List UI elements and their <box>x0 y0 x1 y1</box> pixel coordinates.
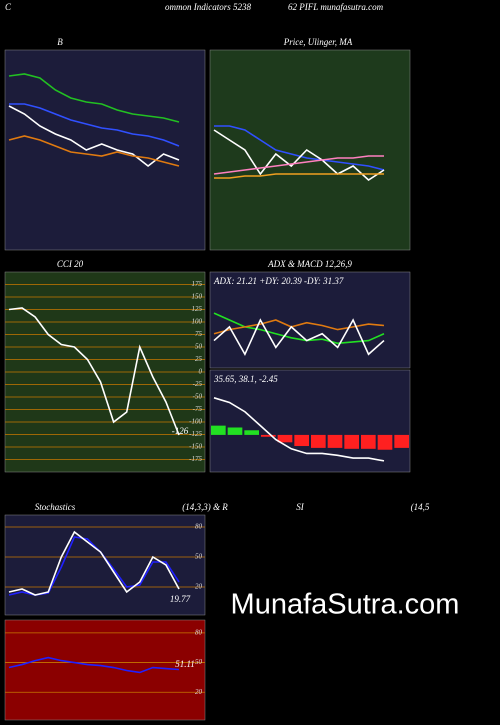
series-line <box>214 173 384 179</box>
panel-title: Stochastics <box>35 502 76 512</box>
series-line <box>9 103 180 147</box>
annotation: 51.11 <box>175 659 195 669</box>
series-line <box>8 135 180 167</box>
y-tick-label: 50 <box>195 658 203 666</box>
y-tick-label: 50 <box>195 343 203 351</box>
histogram-bar <box>327 434 343 448</box>
y-tick-label: -50 <box>193 393 203 401</box>
y-tick-label: 80 <box>195 628 203 636</box>
series-line <box>214 125 385 171</box>
series-line <box>213 397 385 462</box>
panel-title: CCI 20 <box>57 259 84 269</box>
y-tick-label: -100 <box>189 418 202 426</box>
series-line <box>8 530 180 596</box>
histogram-bar <box>261 434 276 437</box>
watermark: MunafaSutra.com <box>231 589 460 621</box>
y-tick-label: 20 <box>195 583 203 591</box>
series-line <box>8 73 180 123</box>
series-line <box>213 129 385 182</box>
y-tick-label: -125 <box>189 430 202 438</box>
y-tick-label: -25 <box>193 380 203 388</box>
y-tick-label: 80 <box>195 523 203 531</box>
histogram-bar <box>394 434 409 448</box>
panel-title-right: (14,3,3) & R <box>182 502 228 512</box>
y-tick-label: 175 <box>192 280 203 288</box>
histogram-bar <box>311 434 326 448</box>
panel <box>4 619 206 721</box>
panel-title-right: (14,5 <box>411 502 430 512</box>
panel <box>209 49 411 251</box>
y-tick-label: 100 <box>192 318 203 326</box>
series-line <box>213 318 385 357</box>
panel-title: B <box>57 37 63 47</box>
annotation: 35.65, 38.1, -2.45 <box>213 374 278 384</box>
y-tick-label: 75 <box>195 330 203 338</box>
y-tick-label: -175 <box>189 455 202 463</box>
panel-title: SI <box>296 502 305 512</box>
panel <box>209 369 411 473</box>
histogram-bar <box>277 434 293 443</box>
y-tick-label: -150 <box>189 443 202 451</box>
y-tick-label: 125 <box>192 305 203 313</box>
y-tick-label: -75 <box>193 405 203 413</box>
series-line <box>8 105 180 168</box>
series-line <box>213 312 385 345</box>
y-tick-label: 25 <box>195 355 203 363</box>
annotation: 19.77 <box>170 594 191 604</box>
panel-title: Price, Ulinger, MA <box>283 37 353 47</box>
series-line <box>213 155 384 175</box>
panel <box>4 514 206 616</box>
histogram-bar <box>361 434 376 449</box>
header-middle: ommon Indicators 5238 <box>165 2 251 12</box>
y-tick-label: 150 <box>192 293 203 301</box>
header-left: C <box>5 2 12 12</box>
y-tick-label: 20 <box>195 688 203 696</box>
y-tick-label: 50 <box>195 553 203 561</box>
panel-title: ADX & MACD 12,26,9 <box>267 259 352 269</box>
histogram-bar <box>344 434 359 449</box>
histogram-bar <box>377 434 393 450</box>
annotation: ADX: 21.21 +DY: 20.39 -DY: 31.37 <box>213 276 344 286</box>
histogram-bar <box>211 425 226 435</box>
histogram-bar <box>227 427 243 435</box>
header-right: 62 PIFL munafasutra.com <box>288 2 384 12</box>
panel <box>209 271 411 369</box>
series-line <box>8 656 180 674</box>
histogram-bar <box>294 434 309 447</box>
series-line <box>8 307 180 436</box>
y-tick-label: 0 <box>199 368 203 376</box>
panel <box>4 49 206 251</box>
annotation: -126 <box>172 426 189 436</box>
histogram-bar <box>244 430 259 435</box>
